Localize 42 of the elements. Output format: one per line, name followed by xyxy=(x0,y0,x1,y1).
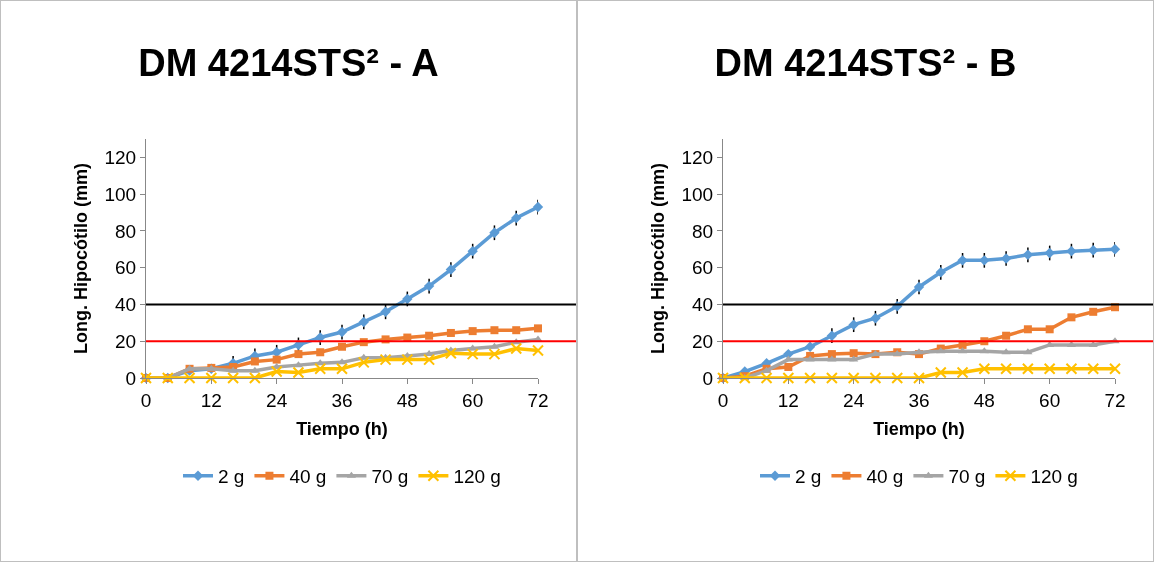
y-tick-label: 120 xyxy=(104,147,137,169)
legend-label: 2 g xyxy=(795,466,822,488)
legend-label: 70 g xyxy=(948,466,986,488)
y-tick-label: 100 xyxy=(104,183,137,205)
x-tick-label: 48 xyxy=(396,389,418,411)
x-tick-label: 24 xyxy=(843,389,865,411)
x-tick-label: 0 xyxy=(717,389,729,411)
x-tick-label: 36 xyxy=(331,389,353,411)
x-tick-label: 72 xyxy=(527,389,549,411)
y-tick-label: 80 xyxy=(115,220,137,242)
y-tick-label: 40 xyxy=(115,294,137,316)
x-axis-title: Tiempo (h) xyxy=(296,418,388,439)
y-tick-label: 40 xyxy=(692,294,714,316)
x-tick-label: 0 xyxy=(140,389,152,411)
x-tick-label: 60 xyxy=(462,389,484,411)
chart-title: DM 4214STS² - B xyxy=(714,41,1017,84)
y-tick-label: 0 xyxy=(702,367,714,389)
x-tick-label: 24 xyxy=(266,389,288,411)
y-tick-label: 100 xyxy=(681,183,714,205)
legend-label: 70 g xyxy=(371,466,409,488)
legend-label: 120 g xyxy=(1030,466,1078,488)
y-axis-title: Long. Hipocótilo (mm) xyxy=(70,163,91,354)
x-tick-label: 12 xyxy=(200,389,222,411)
y-tick-label: 0 xyxy=(125,367,137,389)
x-tick-label: 12 xyxy=(777,389,799,411)
y-tick-label: 20 xyxy=(692,330,714,352)
y-tick-label: 60 xyxy=(692,257,714,279)
chart-title: DM 4214STS² - A xyxy=(138,41,439,84)
y-tick-label: 120 xyxy=(681,147,714,169)
legend-label: 120 g xyxy=(453,466,501,488)
y-axis-title: Long. Hipocótilo (mm) xyxy=(647,163,668,354)
y-tick-label: 20 xyxy=(115,330,137,352)
legend-label: 40 g xyxy=(866,466,904,488)
y-tick-label: 60 xyxy=(115,257,137,279)
x-tick-label: 48 xyxy=(973,389,995,411)
x-axis-title: Tiempo (h) xyxy=(873,418,965,439)
y-tick-label: 80 xyxy=(692,220,714,242)
x-tick-label: 36 xyxy=(908,389,930,411)
legend-label: 2 g xyxy=(218,466,245,488)
legend-label: 40 g xyxy=(289,466,327,488)
x-tick-label: 60 xyxy=(1039,389,1061,411)
x-tick-label: 72 xyxy=(1104,389,1126,411)
